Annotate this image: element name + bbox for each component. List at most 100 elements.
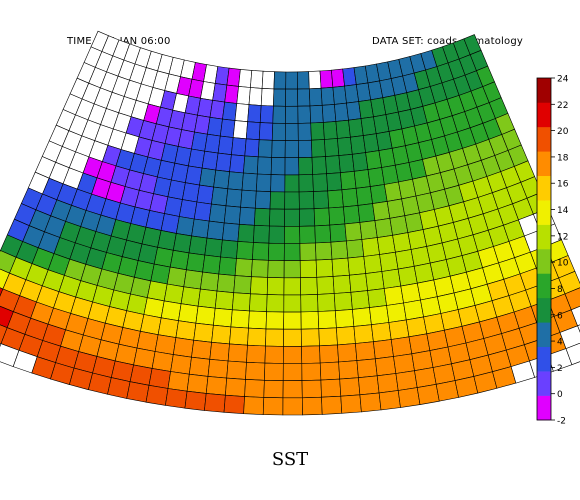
grid-cell bbox=[297, 139, 313, 159]
grid-cell bbox=[250, 70, 264, 89]
grid-cell bbox=[195, 305, 216, 326]
grid-cell bbox=[319, 361, 341, 381]
grid-cell bbox=[353, 169, 371, 189]
grid-cell bbox=[268, 225, 285, 244]
grid-cell bbox=[247, 104, 262, 123]
grid-cell bbox=[308, 87, 323, 107]
grid-cell bbox=[397, 387, 421, 408]
grid-cell bbox=[330, 240, 349, 260]
grid-cell bbox=[272, 105, 286, 124]
grid-cell bbox=[335, 119, 351, 139]
grid-cell bbox=[269, 191, 286, 210]
grid-cell bbox=[353, 324, 374, 344]
colorbar-tick-label: 2 bbox=[557, 364, 563, 374]
colorbar-tick-label: 22 bbox=[557, 101, 568, 111]
grid-cell bbox=[331, 257, 350, 277]
grid-cell bbox=[202, 254, 221, 275]
grid-cell bbox=[346, 239, 365, 259]
colorbar-swatch bbox=[537, 297, 551, 323]
grid-cell bbox=[204, 133, 221, 154]
grid-cell bbox=[258, 122, 274, 141]
grid-cell bbox=[237, 223, 255, 243]
grid-cell bbox=[320, 86, 335, 106]
grid-cell bbox=[282, 397, 303, 416]
grid-cell bbox=[369, 305, 390, 326]
grid-cell bbox=[314, 224, 332, 244]
grid-cell bbox=[206, 220, 225, 241]
colorbar-tick-label: 6 bbox=[557, 311, 563, 321]
grid-cell bbox=[223, 205, 241, 225]
grid-cell bbox=[361, 237, 380, 257]
grid-cell bbox=[229, 154, 246, 174]
grid-cell bbox=[247, 327, 267, 347]
grid-cell bbox=[216, 273, 236, 294]
grid-cell bbox=[232, 120, 248, 140]
grid-cell bbox=[263, 379, 284, 399]
grid-cell bbox=[350, 135, 366, 155]
grid-cell bbox=[245, 361, 266, 381]
grid-cell bbox=[321, 104, 337, 123]
grid-cell bbox=[191, 339, 212, 360]
grid-cell bbox=[299, 225, 316, 244]
grid-cell bbox=[324, 138, 340, 157]
grid-cell bbox=[175, 216, 195, 237]
grid-cell bbox=[271, 122, 286, 141]
grid-cell bbox=[148, 368, 171, 389]
grid-cell bbox=[347, 256, 367, 276]
colorbar-tick-label: 4 bbox=[557, 338, 563, 348]
grid-cell bbox=[126, 381, 150, 403]
grid-cell bbox=[243, 396, 265, 415]
grid-cell bbox=[320, 378, 342, 398]
grid-cell bbox=[266, 294, 285, 313]
grid-cell bbox=[356, 358, 378, 379]
grid-cell bbox=[283, 260, 301, 279]
grid-cell bbox=[252, 242, 270, 261]
grid-cell bbox=[256, 156, 273, 175]
grid-cell bbox=[188, 356, 211, 377]
grid-cell bbox=[169, 249, 190, 271]
grid-cell bbox=[400, 282, 421, 304]
grid-cell bbox=[151, 351, 174, 372]
grid-cell bbox=[180, 286, 201, 307]
grid-cell bbox=[341, 187, 359, 208]
grid-cell bbox=[249, 293, 268, 313]
grid-cell bbox=[435, 380, 459, 402]
grid-cell bbox=[311, 156, 327, 175]
grid-cell bbox=[231, 137, 247, 157]
grid-cell bbox=[284, 123, 299, 141]
grid-cell bbox=[236, 241, 254, 260]
grid-cell bbox=[217, 135, 234, 156]
grid-cell bbox=[186, 373, 209, 394]
grid-cell bbox=[285, 71, 298, 90]
colorbar-swatch bbox=[537, 273, 551, 299]
grid-cell bbox=[227, 171, 244, 191]
grid-cell bbox=[250, 276, 269, 295]
grid-cell bbox=[211, 324, 232, 345]
grid-cell bbox=[357, 203, 376, 223]
grid-cell bbox=[301, 345, 321, 364]
grid-cell bbox=[238, 206, 256, 226]
grid-cell bbox=[167, 371, 190, 392]
grid-cell bbox=[200, 271, 220, 292]
grid-cell bbox=[297, 105, 312, 124]
grid-cell bbox=[408, 333, 431, 355]
grid-cell bbox=[337, 136, 353, 156]
grid-cell bbox=[261, 70, 275, 90]
grid-cell bbox=[373, 339, 394, 360]
grid-cell bbox=[333, 291, 353, 312]
grid-cell bbox=[211, 186, 229, 207]
grid-cell bbox=[309, 104, 324, 124]
grid-cell bbox=[300, 294, 319, 313]
grid-cell bbox=[218, 256, 237, 276]
grid-cell bbox=[301, 396, 323, 416]
grid-cell bbox=[297, 122, 312, 141]
grid-cell bbox=[285, 88, 299, 107]
grid-cell bbox=[416, 383, 440, 405]
grid-cell bbox=[559, 325, 580, 349]
grid-cell bbox=[204, 237, 223, 258]
grid-cell bbox=[332, 85, 347, 105]
grid-cell bbox=[241, 172, 258, 192]
colorbar-tick-label: 16 bbox=[557, 180, 569, 190]
grid-cell bbox=[340, 394, 362, 414]
